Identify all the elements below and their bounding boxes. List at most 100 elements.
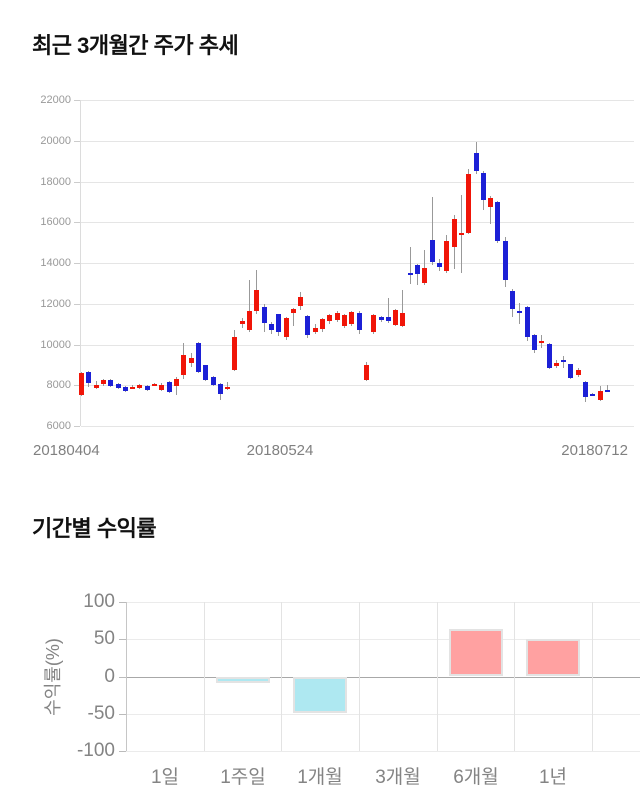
candle-down (525, 307, 530, 337)
returns-category-label: 1일 (150, 767, 180, 788)
candle-up (247, 311, 252, 331)
candle-up (181, 355, 186, 376)
candle-up (349, 311, 354, 325)
bar-positive (526, 638, 580, 677)
candle-up (422, 267, 427, 283)
candle-up (101, 380, 106, 385)
returns-category-label: 3개월 (375, 767, 421, 788)
returns-gridline-50 (126, 639, 640, 641)
candle-up (393, 309, 398, 325)
candle-up (371, 315, 376, 332)
candle-down (605, 390, 610, 393)
returns-gridline-v (437, 602, 438, 751)
candle-down (276, 314, 281, 332)
candle-down (532, 334, 537, 350)
candle-down (590, 394, 595, 396)
price-y-tick-18000: 18000 (40, 175, 71, 188)
candle-down (108, 380, 113, 387)
candle-wick (96, 381, 97, 390)
price-gridline-16000 (81, 222, 634, 224)
candle-down (269, 324, 274, 331)
candle-down (167, 381, 172, 393)
returns-y-tick-50: 50 (93, 628, 115, 650)
candle-wick (417, 264, 418, 286)
returns-y-tickmark--100 (119, 751, 126, 752)
returns-gridline-v (592, 602, 593, 751)
candle-down (568, 364, 573, 378)
candle-up (232, 336, 237, 370)
candle-up (327, 315, 332, 322)
candle-down (495, 202, 500, 242)
candle-up (240, 321, 245, 325)
price-y-tickmark-10000 (74, 344, 80, 346)
candle-down (357, 312, 362, 331)
price-y-tickmark-16000 (74, 222, 80, 224)
returns-category-label: 1개월 (297, 767, 343, 788)
candle-wick (176, 377, 177, 396)
candle-down (408, 273, 413, 276)
candle-up (320, 319, 325, 330)
price-chart-x-axis: 20180404 20180524 20180712 (0, 442, 640, 462)
bar-negative (293, 676, 347, 713)
candle-down (145, 386, 150, 391)
candle-wick (249, 279, 250, 333)
candle-down (203, 365, 208, 381)
candle-down (510, 290, 515, 310)
price-y-tickmark-6000 (74, 426, 80, 427)
candle-up (598, 390, 603, 400)
candle-down (262, 306, 267, 324)
price-y-tick-8000: 8000 (46, 379, 71, 392)
returns-gridline--100 (126, 751, 640, 752)
candle-up (225, 387, 230, 390)
candle-down (211, 376, 216, 386)
candle-down (386, 317, 391, 322)
candle-down (503, 240, 508, 280)
price-trend-title: 최근 3개월간 주가 추세 (32, 33, 239, 58)
candle-down (547, 344, 552, 369)
price-gridline-20000 (81, 140, 634, 142)
candle-up (459, 232, 464, 235)
returns-gridline-v (514, 602, 515, 751)
candle-down (86, 372, 91, 384)
candle-wick (388, 298, 389, 324)
candle-up (130, 387, 135, 390)
returns-gridline-v (204, 602, 205, 751)
candle-down (415, 265, 420, 275)
price-y-tick-20000: 20000 (40, 134, 71, 147)
candle-up (174, 378, 179, 387)
returns-y-tickmark--50 (119, 713, 126, 715)
bar-positive (449, 628, 503, 677)
candle-up (400, 312, 405, 326)
price-y-tick-12000: 12000 (40, 297, 71, 310)
candle-down (123, 387, 128, 392)
returns-gridline-v (281, 602, 282, 751)
price-gridline-14000 (81, 263, 634, 264)
candle-up (444, 240, 449, 271)
price-y-tick-6000: 6000 (46, 420, 71, 432)
candle-wick (410, 246, 411, 285)
candle-wick (227, 382, 228, 391)
returns-y-tick--50: -50 (87, 702, 115, 724)
candle-wick (432, 196, 433, 266)
candle-wick (424, 249, 425, 286)
candle-up (254, 289, 259, 312)
candle-down (437, 262, 442, 267)
price-y-tickmark-22000 (74, 100, 80, 101)
candle-wick (293, 307, 294, 327)
price-y-tickmark-14000 (74, 263, 80, 264)
returns-y-tick--100: -100 (76, 740, 115, 761)
candle-up (335, 312, 340, 321)
x-tick-date-end: 20180712 (561, 442, 628, 459)
price-gridline-22000 (81, 100, 634, 101)
candle-down (305, 316, 310, 335)
candle-up (576, 369, 581, 376)
returns-gridline--50 (126, 713, 640, 715)
returns-bar-chart (126, 602, 640, 752)
returns-y-tick-100: 100 (83, 591, 115, 612)
returns-gridline-v (359, 602, 360, 751)
returns-y-tickmark-50 (119, 639, 126, 641)
candle-up (79, 373, 84, 396)
price-y-tickmark-20000 (74, 140, 80, 142)
candle-up (152, 383, 157, 386)
candle-up (466, 174, 471, 233)
